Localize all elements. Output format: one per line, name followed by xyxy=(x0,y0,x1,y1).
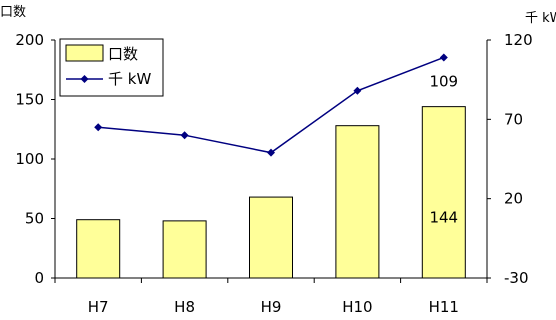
line-point-H9 xyxy=(267,148,275,157)
bar-H10 xyxy=(335,125,380,279)
bar-H7 xyxy=(76,219,121,279)
legend-label-bar: 口数 xyxy=(108,45,138,63)
legend-label-line: 千 kW xyxy=(108,70,151,88)
legend: 口数千 kW xyxy=(59,38,164,97)
data-label: 144 xyxy=(429,209,458,227)
x-tick-label: H10 xyxy=(342,298,372,316)
left-tick-label: 50 xyxy=(25,210,44,228)
x-tick-label: H8 xyxy=(174,298,195,316)
x-tick-label: H11 xyxy=(429,298,459,316)
line-point-H11 xyxy=(439,53,448,62)
bar-H11 xyxy=(421,106,466,279)
left-axis-ticks: 0 50 100 150 200 xyxy=(15,31,44,287)
right-tick-label: 70 xyxy=(504,110,523,128)
left-tick-label: 150 xyxy=(15,91,44,109)
bar-H9 xyxy=(249,196,293,279)
data-label: 109 xyxy=(429,72,458,90)
left-tick-label: 200 xyxy=(15,31,44,49)
right-axis-unit-label: 千 kW xyxy=(525,11,556,26)
left-axis-unit-label: 口数 xyxy=(0,5,26,20)
x-tick-label: H9 xyxy=(261,298,282,316)
left-tick-label: 0 xyxy=(34,269,44,287)
right-tick-label: 20 xyxy=(504,190,523,208)
right-tick-label: -30 xyxy=(504,269,529,287)
bar-H8 xyxy=(162,220,207,279)
bar-series xyxy=(76,106,466,279)
x-tick-label: H7 xyxy=(88,298,109,316)
line-point-H8 xyxy=(180,131,189,140)
line-point-H10 xyxy=(353,86,362,95)
line-point-H7 xyxy=(94,123,103,132)
legend-bar-swatch xyxy=(65,44,104,62)
x-axis-labels: H7 H8 H9 H10 H11 xyxy=(88,298,459,316)
right-axis-ticks: -30 20 70 120 xyxy=(504,31,533,287)
axes xyxy=(51,39,491,283)
right-tick-label: 120 xyxy=(504,31,533,49)
left-tick-label: 100 xyxy=(15,150,44,168)
data-labels: 144 109 xyxy=(429,72,458,226)
legend-line-marker xyxy=(80,75,89,83)
line-series xyxy=(94,53,448,157)
